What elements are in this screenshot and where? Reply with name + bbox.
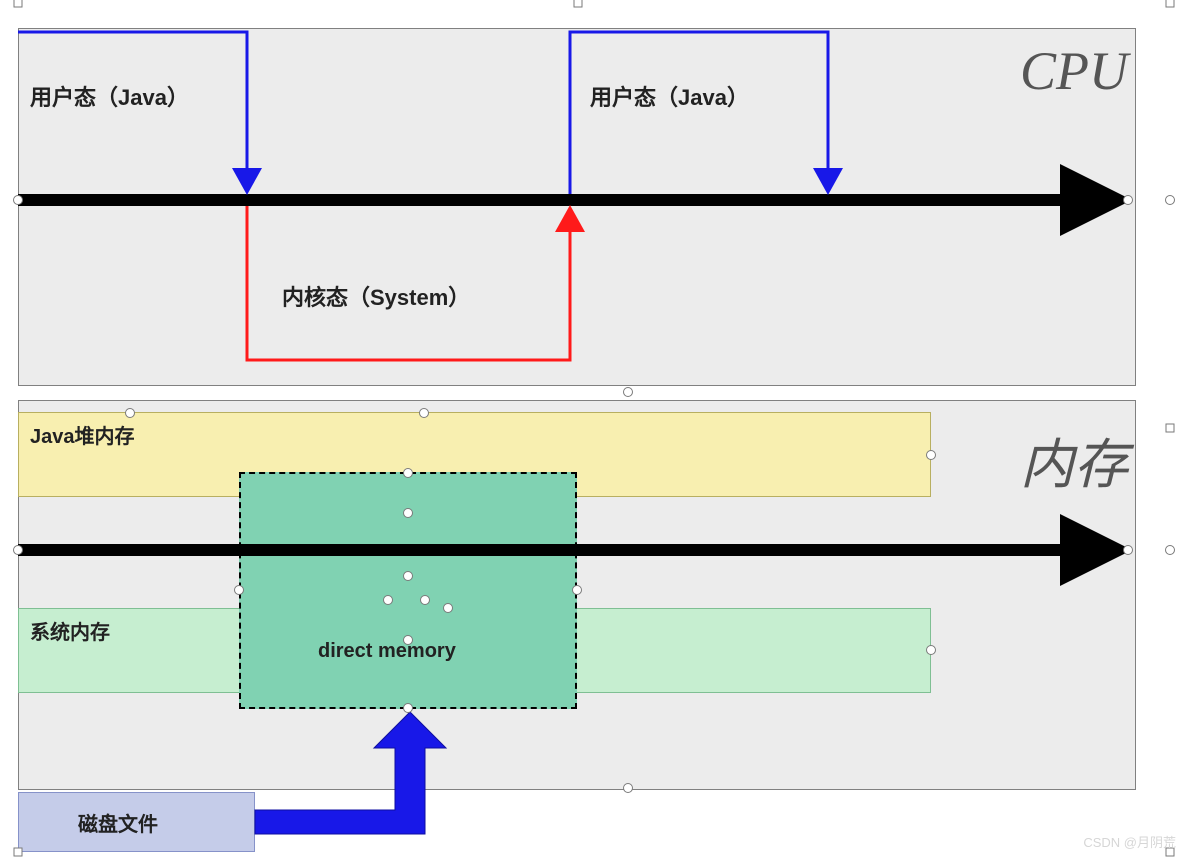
selection-handle-circle [403, 635, 413, 645]
disk-file-label: 磁盘文件 [78, 808, 158, 837]
selection-handle-circle [926, 450, 936, 460]
selection-handle-circle [13, 545, 23, 555]
cpu-title: CPU [1020, 40, 1128, 102]
diagram-canvas: CPU 内存 Java堆内存 系统内存 direct memory 磁盘文件 [0, 0, 1188, 857]
selection-handle-circle [403, 468, 413, 478]
user-mode-1-label: 用户态（Java） [30, 80, 189, 112]
selection-handle-circle [125, 408, 135, 418]
selection-handle-circle [572, 585, 582, 595]
selection-handle-circle [623, 387, 633, 397]
selection-handle-circle [403, 571, 413, 581]
system-memory-label: 系统内存 [30, 616, 110, 645]
selection-handle-square [1166, 424, 1175, 433]
selection-handle-circle [1123, 195, 1133, 205]
selection-handle-square [14, 0, 23, 8]
selection-handle-circle [623, 783, 633, 793]
java-heap-label: Java堆内存 [30, 420, 135, 449]
selection-handle-circle [1165, 195, 1175, 205]
selection-handle-circle [13, 195, 23, 205]
selection-handle-circle [443, 603, 453, 613]
selection-handle-square [574, 0, 583, 8]
selection-handle-circle [403, 703, 413, 713]
kernel-mode-label: 内核态（System） [282, 280, 470, 312]
selection-handle-square [1166, 0, 1175, 8]
selection-handle-square [14, 848, 23, 857]
selection-handle-circle [420, 595, 430, 605]
direct-memory-label: direct memory [318, 640, 456, 663]
selection-handle-circle [419, 408, 429, 418]
selection-handle-circle [403, 508, 413, 518]
selection-handle-circle [234, 585, 244, 595]
selection-handle-circle [1123, 545, 1133, 555]
user-mode-2-label: 用户态（Java） [590, 80, 749, 112]
memory-title: 内存 [1020, 420, 1128, 499]
selection-handle-circle [383, 595, 393, 605]
selection-handle-circle [1165, 545, 1175, 555]
watermark: CSDN @月阴荒 [1083, 832, 1176, 851]
selection-handle-circle [926, 645, 936, 655]
